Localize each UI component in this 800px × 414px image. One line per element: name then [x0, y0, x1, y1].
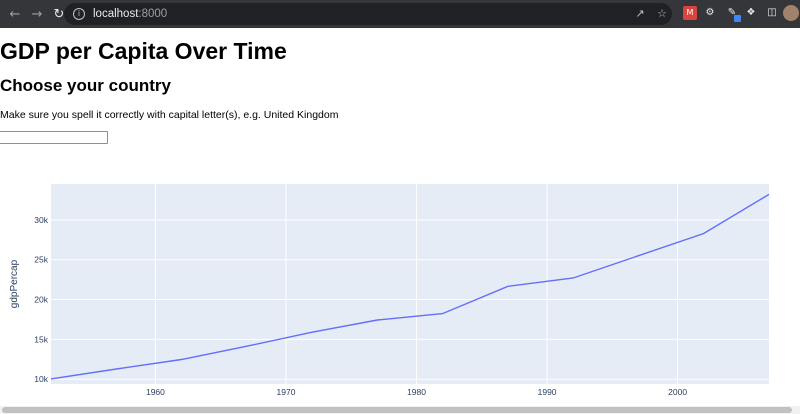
side-panel-icon[interactable]: ◫: [767, 7, 777, 18]
horizontal-scrollbar[interactable]: [0, 406, 800, 414]
x-tick-label: 1990: [538, 387, 557, 397]
y-tick-label: 10k: [34, 374, 48, 384]
pen-extension-icon[interactable]: ✎: [725, 6, 741, 22]
url-text[interactable]: localhost:8000: [93, 8, 167, 20]
spelling-hint: Make sure you spell it correctly with ca…: [0, 109, 339, 121]
grid-lines: [51, 184, 769, 384]
y-tick-label: 25k: [34, 255, 48, 265]
page-subtitle: Choose your country: [0, 76, 171, 95]
url-host: localhost: [93, 8, 139, 20]
x-tick-label: 1980: [407, 387, 426, 397]
back-icon[interactable]: ←: [9, 6, 21, 22]
share-icon[interactable]: ↗: [635, 7, 645, 20]
page-title: GDP per Capita Over Time: [0, 38, 287, 64]
puzzle-icon[interactable]: ❖: [746, 7, 756, 18]
plot-background: [51, 184, 769, 384]
country-input[interactable]: [0, 131, 108, 144]
x-tick-label: 1960: [146, 387, 165, 397]
extension-icon[interactable]: M: [683, 6, 697, 20]
y-tick-label: 15k: [34, 334, 48, 344]
extension-badge: [734, 15, 741, 22]
axis-ticks: 1960 1970 1980 1990 2000 10k 15k 20k 25k 30k: [34, 215, 687, 397]
y-tick-label: 20k: [34, 295, 48, 305]
address-bar[interactable]: i localhost:8000 ↗ ☆: [64, 3, 672, 25]
reload-icon[interactable]: ↻: [53, 6, 65, 22]
settings-extension-icon[interactable]: ⚙: [705, 7, 715, 18]
profile-avatar[interactable]: [783, 5, 799, 21]
x-tick-label: 1970: [277, 387, 296, 397]
y-axis-label: gdpPercap: [9, 259, 20, 308]
x-tick-label: 2000: [668, 387, 687, 397]
site-info-icon[interactable]: i: [73, 8, 85, 20]
scrollbar-thumb[interactable]: [2, 407, 792, 413]
gdp-line-chart: 1960 1970 1980 1990 2000 10k 15k 20k 25k 30k gdpP…: [9, 184, 770, 397]
star-icon[interactable]: ☆: [657, 7, 667, 20]
gdp-series-line: [50, 193, 770, 380]
url-port: :8000: [138, 8, 168, 20]
y-tick-label: 30k: [34, 215, 48, 225]
forward-icon[interactable]: →: [31, 6, 43, 22]
browser-toolbar: ← → ↻ i localhost:8000 ↗ ☆ M ⚙ ✎ ❖ ◫: [0, 0, 800, 28]
